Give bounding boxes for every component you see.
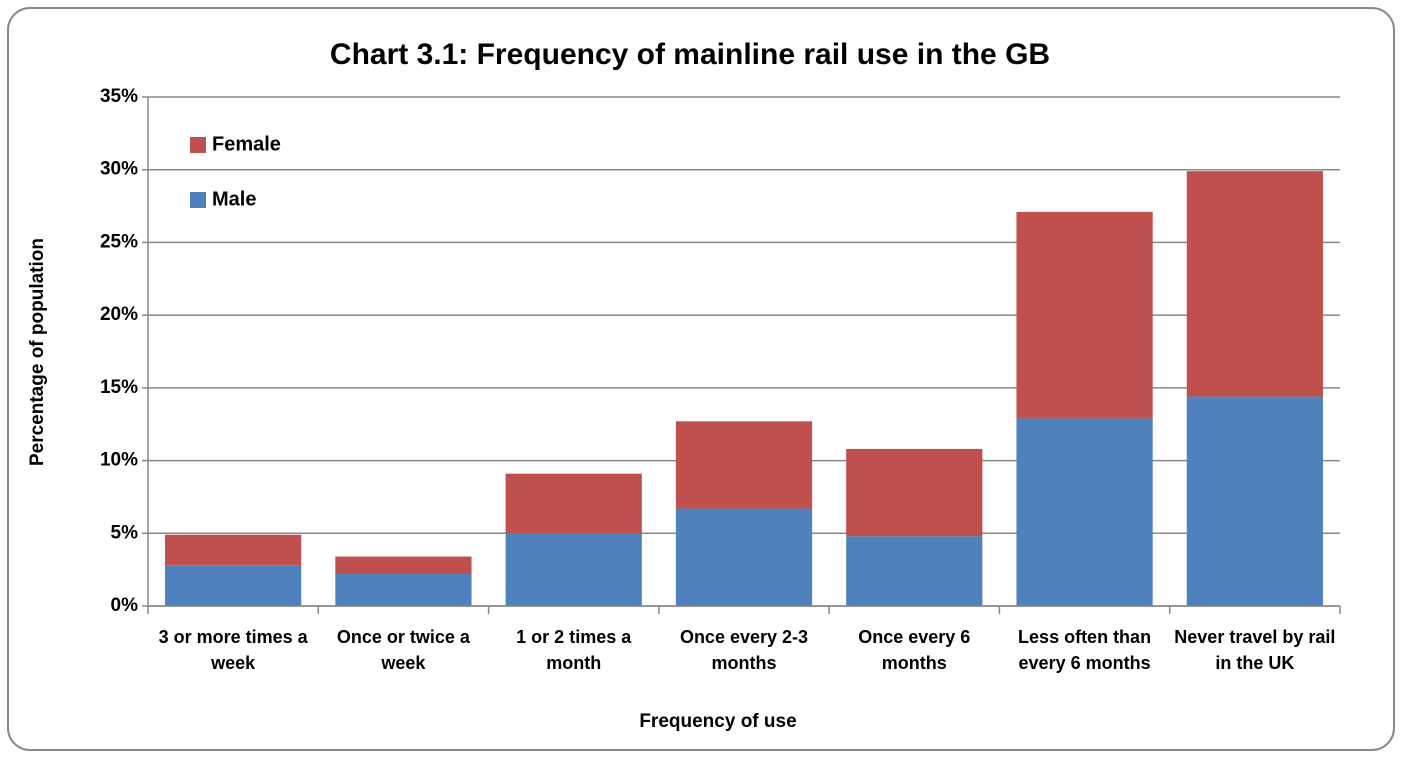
bar-segment <box>846 536 983 606</box>
legend-swatch <box>190 137 206 153</box>
bar-segment <box>505 533 642 606</box>
bar-segment <box>165 534 302 566</box>
x-axis-title: Frequency of use <box>639 711 796 732</box>
y-tick-label: 30% <box>100 159 138 180</box>
x-tick-label: 1 or 2 times a month <box>516 627 632 673</box>
bar-segment <box>1186 396 1323 606</box>
x-tick-label: Once every 6 months <box>858 627 971 673</box>
y-tick-label: 0% <box>111 595 139 616</box>
bar-segment <box>675 508 813 606</box>
bar-segment <box>675 421 813 509</box>
x-tick-label: Once or twice a week <box>336 627 470 673</box>
y-tick-label: 15% <box>100 377 138 398</box>
x-tick-label: 3 or more times a week <box>158 627 308 673</box>
x-tick-label: Never travel by rail in the UK <box>1174 627 1336 673</box>
y-tick-label: 10% <box>100 450 138 471</box>
y-tick-label: 35% <box>100 86 138 107</box>
chart-title: Chart 3.1: Frequency of mainline rail us… <box>330 38 1050 71</box>
legend-swatch <box>190 192 206 208</box>
y-tick-label: 5% <box>111 522 139 543</box>
bar-segment <box>1186 171 1323 397</box>
bar-segment <box>165 565 302 606</box>
y-tick-label: 20% <box>100 304 138 325</box>
y-tick-label: 25% <box>100 231 138 252</box>
bar-segment <box>505 473 642 534</box>
bar-segment <box>1016 418 1153 606</box>
y-axis-title: Percentage of population <box>27 238 48 466</box>
bar-segment <box>335 556 472 575</box>
x-tick-label: Less often than every 6 months <box>1018 627 1152 673</box>
bar-segment <box>1016 211 1153 419</box>
legend-label: Female <box>212 133 281 155</box>
x-tick-label: Once every 2-3 months <box>679 627 809 673</box>
bar-segment <box>335 574 472 606</box>
legend-label: Male <box>212 188 256 210</box>
bar-segment <box>846 448 983 537</box>
